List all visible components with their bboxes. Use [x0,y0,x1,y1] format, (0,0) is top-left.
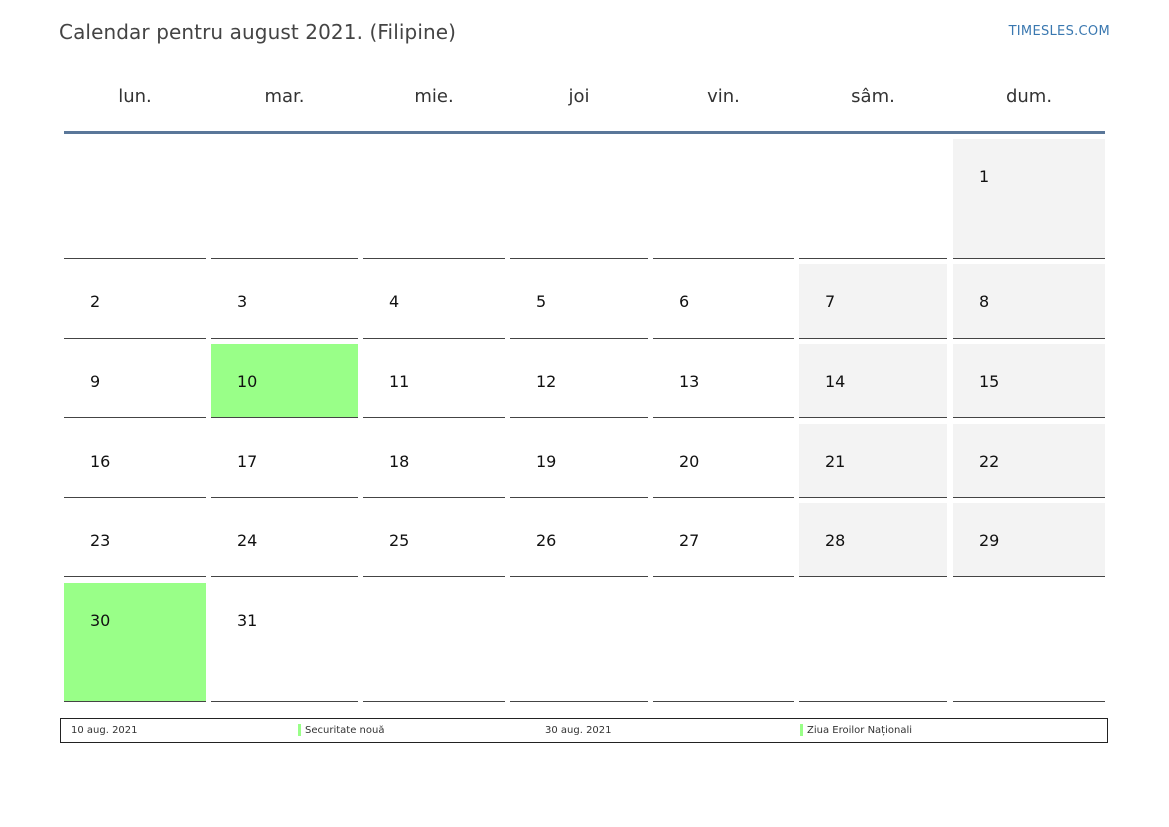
day-cell[interactable]: 13 [653,344,794,418]
day-cell[interactable]: 14 [799,344,947,418]
day-cell[interactable]: 20 [653,424,794,498]
day-cell[interactable]: 7 [799,264,947,339]
day-cell[interactable]: 4 [363,264,505,339]
holiday-legend: 10 aug. 2021 Securitate nouă 30 aug. 2021 Z… [60,718,1108,743]
empty-day-cell [363,139,505,259]
day-cell[interactable]: 18 [363,424,505,498]
day-number: 2 [90,292,101,311]
day-number: 11 [389,372,410,391]
day-number: 26 [536,531,557,550]
day-number: 22 [979,452,1000,471]
day-number: 23 [90,531,111,550]
empty-day-cell [799,139,947,259]
day-cell[interactable]: 3 [211,264,358,339]
site-link[interactable]: TIMESLES.COM [1008,24,1110,39]
legend-holiday-name: Ziua Eroilor Naționali [807,725,913,736]
weekday-label: mie. [414,86,454,107]
day-cell[interactable]: 31 [211,583,358,702]
day-cell[interactable]: 28 [799,503,947,577]
day-cell[interactable]: 30 [64,583,206,702]
day-cell[interactable]: 17 [211,424,358,498]
weekday-label: joi [568,86,590,107]
empty-day-cell [653,139,794,259]
day-number: 10 [237,372,258,391]
day-number: 4 [389,292,400,311]
day-number: 8 [979,292,990,311]
day-cell[interactable]: 26 [510,503,648,577]
day-cell[interactable]: 5 [510,264,648,339]
calendar-title: Calendar pentru august 2021. (Filipine) [59,20,457,44]
day-cell[interactable]: 6 [653,264,794,339]
legend-color-marker [800,724,803,736]
empty-day-cell [64,139,206,259]
day-cell[interactable]: 25 [363,503,505,577]
day-cell[interactable]: 2 [64,264,206,339]
legend-date: 30 aug. 2021 [545,725,612,736]
day-number: 24 [237,531,258,550]
day-number: 18 [389,452,410,471]
empty-day-cell [953,583,1105,702]
empty-day-cell [211,139,358,259]
day-number: 6 [679,292,690,311]
day-cell[interactable]: 16 [64,424,206,498]
day-number: 7 [825,292,836,311]
day-number: 29 [979,531,1000,550]
empty-day-cell [510,583,648,702]
day-number: 12 [536,372,557,391]
day-number: 25 [389,531,410,550]
weekday-label: vin. [707,86,740,107]
day-cell[interactable]: 1 [953,139,1105,259]
header-divider [64,131,1105,134]
day-cell[interactable]: 29 [953,503,1105,577]
day-number: 9 [90,372,101,391]
weekday-label: lun. [118,86,152,107]
day-number: 5 [536,292,547,311]
day-number: 28 [825,531,846,550]
empty-day-cell [799,583,947,702]
day-cell[interactable]: 11 [363,344,505,418]
legend-color-marker [298,724,301,736]
day-cell[interactable]: 9 [64,344,206,418]
empty-day-cell [363,583,505,702]
day-number: 19 [536,452,557,471]
day-number: 31 [237,611,258,630]
day-cell[interactable]: 23 [64,503,206,577]
legend-date: 10 aug. 2021 [71,725,138,736]
day-cell[interactable]: 22 [953,424,1105,498]
day-cell[interactable]: 19 [510,424,648,498]
weekday-label: mar. [264,86,305,107]
day-cell[interactable]: 8 [953,264,1105,339]
day-cell[interactable]: 21 [799,424,947,498]
day-number: 14 [825,372,846,391]
weekday-label: dum. [1005,86,1053,107]
day-number: 1 [979,167,990,186]
day-cell[interactable]: 27 [653,503,794,577]
day-number: 15 [979,372,1000,391]
day-number: 21 [825,452,846,471]
weekday-label: sâm. [851,86,895,107]
day-cell[interactable]: 10 [211,344,358,418]
day-number: 30 [90,611,111,630]
day-number: 20 [679,452,700,471]
weekday-header: lun. mar. mie. joi vin. sâm. dum. [64,86,1105,114]
day-number: 3 [237,292,248,311]
day-cell[interactable]: 15 [953,344,1105,418]
empty-day-cell [653,583,794,702]
day-number: 17 [237,452,258,471]
day-number: 27 [679,531,700,550]
legend-holiday-name: Securitate nouă [305,725,385,736]
empty-day-cell [510,139,648,259]
day-cell[interactable]: 12 [510,344,648,418]
day-number: 16 [90,452,111,471]
day-cell[interactable]: 24 [211,503,358,577]
day-number: 13 [679,372,700,391]
